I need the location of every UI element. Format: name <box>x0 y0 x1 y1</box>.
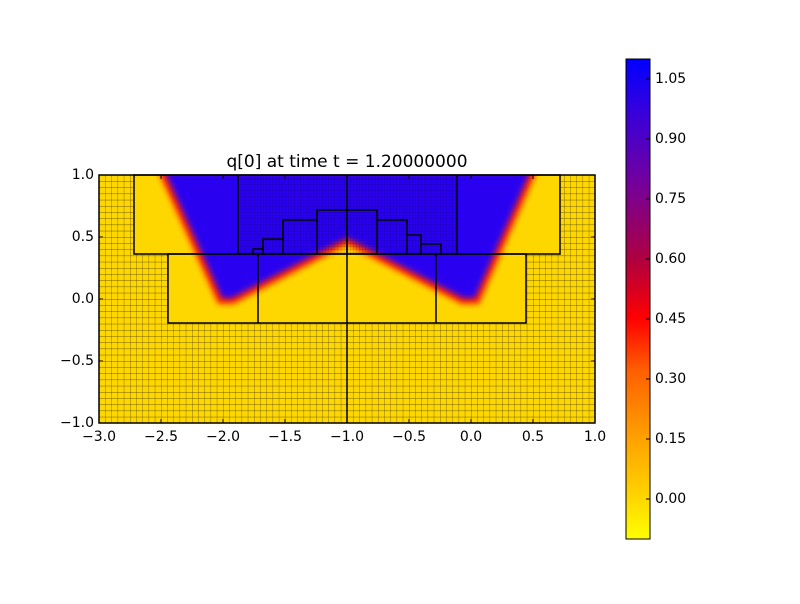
x-tick-label: −1.0 <box>330 429 364 445</box>
x-tick-label: −2.0 <box>206 429 240 445</box>
x-tick-label: 1.0 <box>584 429 606 445</box>
y-tick-label: −0.5 <box>60 353 94 369</box>
y-tick-label: 0.5 <box>72 229 94 245</box>
colorbar-tick-label: 0.15 <box>655 431 686 447</box>
chart-title: q[0] at time t = 1.20000000 <box>226 152 467 172</box>
x-tick-label: −3.0 <box>82 429 116 445</box>
colorbar-tick-label: 0.30 <box>655 371 686 387</box>
y-tick-label: −1.0 <box>60 415 94 431</box>
colorbar-tick-label: 0.75 <box>655 191 686 207</box>
colorbar-tick-label: 0.45 <box>655 311 686 327</box>
x-tick-label: 0.5 <box>522 429 544 445</box>
x-tick-label: 0.0 <box>460 429 482 445</box>
colorbar <box>625 58 651 540</box>
colorbar-tick-label: 0.60 <box>655 251 686 267</box>
x-tick-label: −2.5 <box>144 429 178 445</box>
colorbar-tick-label: 0.00 <box>655 491 686 507</box>
x-tick-label: −1.5 <box>268 429 302 445</box>
colorbar-tick-label: 1.05 <box>655 71 686 87</box>
y-tick-label: 0.0 <box>72 291 94 307</box>
x-tick-label: −0.5 <box>392 429 426 445</box>
y-tick-label: 1.0 <box>72 167 94 183</box>
colorbar-tick-label: 0.90 <box>655 131 686 147</box>
